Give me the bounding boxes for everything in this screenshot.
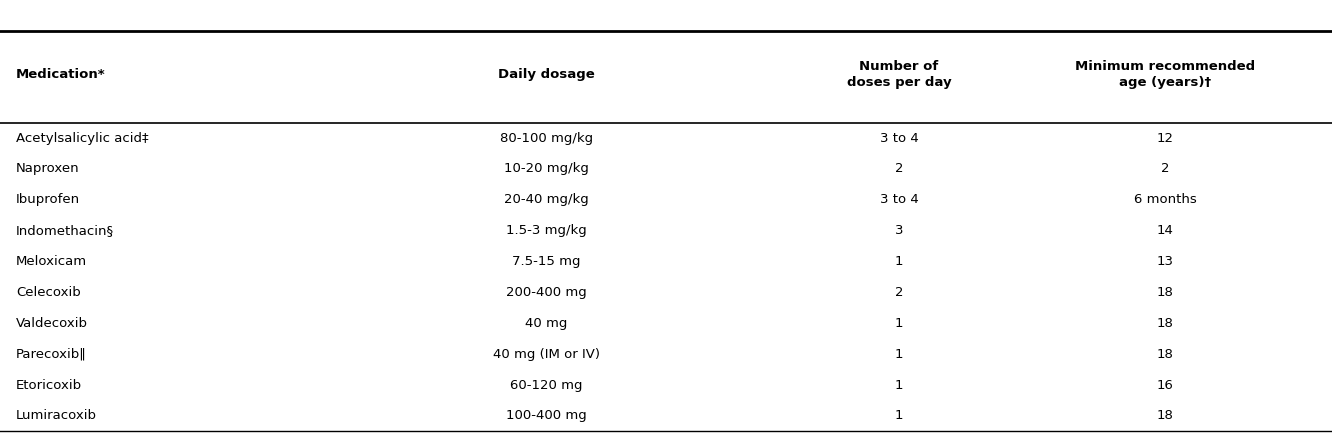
Text: 3 to 4: 3 to 4 (879, 193, 919, 206)
Text: Daily dosage: Daily dosage (498, 68, 594, 81)
Text: 18: 18 (1158, 317, 1173, 330)
Text: Meloxicam: Meloxicam (16, 255, 87, 268)
Text: 1: 1 (895, 378, 903, 392)
Text: Medication*: Medication* (16, 68, 105, 81)
Text: 2: 2 (1162, 162, 1169, 176)
Text: 1.5-3 mg/kg: 1.5-3 mg/kg (506, 224, 586, 237)
Text: Valdecoxib: Valdecoxib (16, 317, 88, 330)
Text: Parecoxib‖: Parecoxib‖ (16, 348, 87, 361)
Text: 6 months: 6 months (1134, 193, 1197, 206)
Text: 100-400 mg: 100-400 mg (506, 410, 586, 423)
Text: Lumiracoxib: Lumiracoxib (16, 410, 97, 423)
Text: 1: 1 (895, 255, 903, 268)
Text: 40 mg (IM or IV): 40 mg (IM or IV) (493, 348, 599, 361)
Text: Ibuprofen: Ibuprofen (16, 193, 80, 206)
Text: 80-100 mg/kg: 80-100 mg/kg (500, 131, 593, 145)
Text: Acetylsalicylic acid‡: Acetylsalicylic acid‡ (16, 131, 149, 145)
Text: Minimum recommended
age (years)†: Minimum recommended age (years)† (1075, 60, 1256, 89)
Text: Number of
doses per day: Number of doses per day (847, 60, 951, 89)
Text: 18: 18 (1158, 286, 1173, 299)
Text: 12: 12 (1158, 131, 1173, 145)
Text: 200-400 mg: 200-400 mg (506, 286, 586, 299)
Text: 13: 13 (1158, 255, 1173, 268)
Text: Naproxen: Naproxen (16, 162, 80, 176)
Text: 20-40 mg/kg: 20-40 mg/kg (503, 193, 589, 206)
Text: 7.5-15 mg: 7.5-15 mg (511, 255, 581, 268)
Text: 10-20 mg/kg: 10-20 mg/kg (503, 162, 589, 176)
Text: Indomethacin§: Indomethacin§ (16, 224, 115, 237)
Text: Celecoxib: Celecoxib (16, 286, 81, 299)
Text: 16: 16 (1158, 378, 1173, 392)
Text: 2: 2 (895, 286, 903, 299)
Text: 1: 1 (895, 348, 903, 361)
Text: 1: 1 (895, 317, 903, 330)
Text: 60-120 mg: 60-120 mg (510, 378, 582, 392)
Text: 14: 14 (1158, 224, 1173, 237)
Text: 18: 18 (1158, 348, 1173, 361)
Text: 40 mg: 40 mg (525, 317, 567, 330)
Text: 18: 18 (1158, 410, 1173, 423)
Text: Etoricoxib: Etoricoxib (16, 378, 83, 392)
Text: 1: 1 (895, 410, 903, 423)
Text: 3 to 4: 3 to 4 (879, 131, 919, 145)
Text: 2: 2 (895, 162, 903, 176)
Text: 3: 3 (895, 224, 903, 237)
